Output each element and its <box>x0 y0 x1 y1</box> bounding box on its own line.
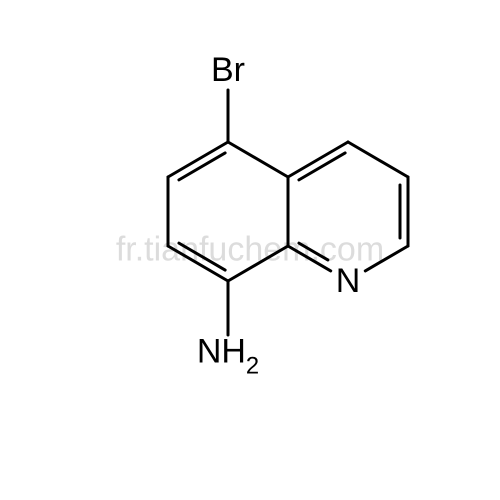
atom-label-nam: NH2 <box>197 335 259 376</box>
atom-label-n4: N <box>336 264 361 298</box>
molecule-svg <box>0 0 500 500</box>
diagram-stage: fr.tianfuchem.com NBrNH2 <box>0 0 500 500</box>
atom-label-br: Br <box>211 53 245 87</box>
